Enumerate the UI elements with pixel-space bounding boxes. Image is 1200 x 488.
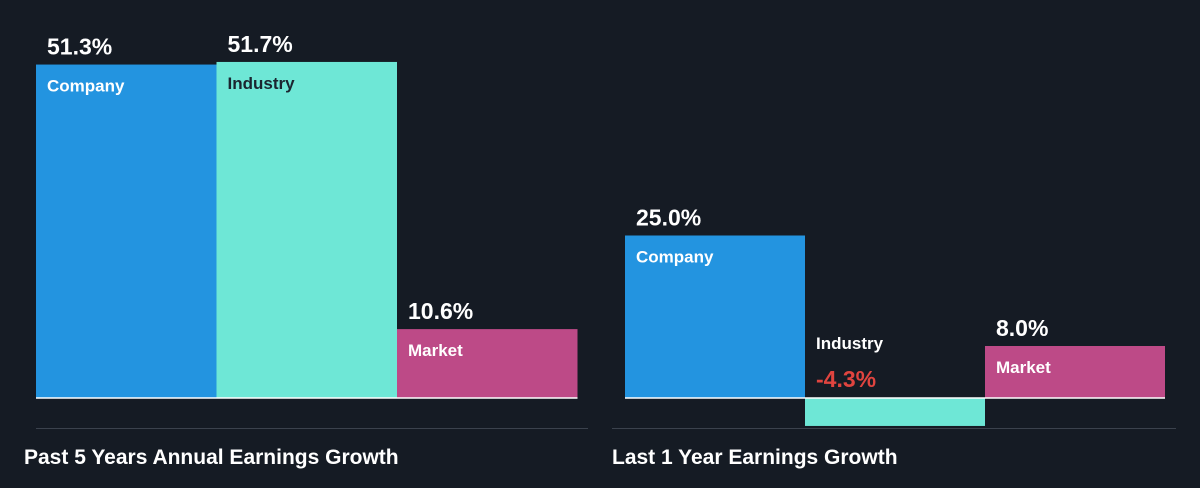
five-year-industry-bar (216, 61, 397, 398)
one-year-company-bar (625, 235, 805, 398)
one-year-industry-bar (805, 398, 985, 426)
five-year-market-bar (397, 329, 578, 398)
five-year-company-value-label: 51.3% (47, 34, 112, 60)
five-year-company-bar (36, 64, 217, 399)
five-year-market-category-label: Market (408, 341, 463, 360)
one-year-company-category-label: Company (636, 248, 714, 267)
one-year-industry-category-label: Industry (816, 334, 884, 353)
five-year-company-category-label: Company (47, 77, 125, 96)
five-year-industry-value-label: 51.7% (228, 31, 293, 57)
one-year-market-value-label: 8.0% (996, 315, 1048, 341)
one-year-market-bar (985, 346, 1165, 398)
one-year-market-category-label: Market (996, 358, 1051, 377)
one-year-company-value-label: 25.0% (636, 205, 701, 231)
five-year-industry-category-label: Industry (228, 74, 296, 93)
five-year-panel-title: Past 5 Years Annual Earnings Growth (24, 446, 399, 469)
five-year-market-value-label: 10.6% (408, 298, 473, 324)
one-year-panel-title: Last 1 Year Earnings Growth (612, 446, 898, 469)
one-year-industry-value-label: -4.3% (816, 366, 876, 392)
